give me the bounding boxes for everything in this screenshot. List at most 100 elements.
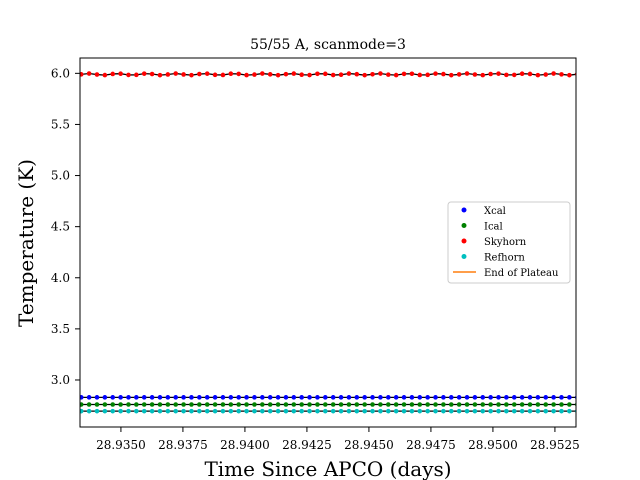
data-point-xcal [244, 395, 249, 400]
data-point-refhorn [496, 408, 501, 414]
data-point-refhorn [354, 408, 360, 414]
data-point-ical [212, 402, 218, 407]
data-point-refhorn [417, 408, 423, 414]
data-point-ical [110, 402, 116, 407]
data-point-skyhorn [189, 72, 194, 78]
data-point-refhorn [401, 408, 407, 414]
data-point-refhorn [204, 408, 210, 414]
data-point-skyhorn [441, 71, 446, 77]
y-tick-label: 4.0 [51, 271, 70, 285]
data-point-xcal [441, 395, 446, 400]
data-point-refhorn [244, 408, 249, 414]
data-point-skyhorn [236, 71, 241, 77]
data-point-refhorn [504, 408, 509, 414]
data-point-ical [488, 402, 493, 407]
data-point-skyhorn [448, 72, 454, 78]
data-point-xcal [118, 395, 123, 400]
data-point-refhorn [441, 408, 446, 414]
x-tick-label: 28.9450 [344, 438, 394, 452]
data-point-ical [141, 402, 147, 407]
data-point-refhorn [134, 408, 139, 414]
data-point-ical [315, 402, 320, 407]
data-point-refhorn [299, 408, 304, 414]
data-point-xcal [315, 395, 320, 400]
x-tick-label: 28.9525 [530, 438, 580, 452]
data-point-ical [330, 402, 336, 407]
data-point-refhorn [110, 408, 116, 414]
data-point-ical [551, 402, 556, 407]
data-point-xcal [472, 395, 478, 400]
data-point-skyhorn [118, 71, 123, 76]
data-point-xcal [134, 395, 139, 400]
data-point-skyhorn [291, 71, 297, 76]
data-point-xcal [543, 395, 549, 400]
data-point-ical [504, 402, 509, 407]
series-layer [80, 71, 576, 414]
data-point-xcal [291, 395, 297, 400]
data-point-refhorn [346, 408, 352, 414]
data-point-xcal [504, 395, 509, 400]
data-point-xcal [267, 395, 273, 400]
data-point-skyhorn [378, 71, 383, 76]
data-point-refhorn [236, 408, 241, 414]
data-point-refhorn [252, 408, 257, 414]
data-point-ical [456, 402, 462, 407]
data-point-skyhorn [456, 72, 462, 77]
data-point-ical [173, 402, 179, 407]
data-point-refhorn [464, 408, 470, 414]
data-point-xcal [275, 395, 281, 400]
data-point-refhorn [567, 408, 572, 414]
data-point-skyhorn [480, 72, 486, 78]
data-point-refhorn [362, 408, 367, 414]
data-point-skyhorn [433, 71, 438, 76]
data-point-refhorn [409, 408, 415, 414]
data-point-ical [236, 402, 241, 407]
data-point-refhorn [330, 408, 336, 414]
data-point-ical [425, 402, 430, 407]
data-point-xcal [86, 395, 92, 400]
data-point-skyhorn [567, 72, 572, 78]
data-point-refhorn [260, 408, 265, 414]
data-point-refhorn [338, 408, 344, 414]
data-point-ical [464, 402, 470, 407]
data-point-ical [275, 402, 281, 407]
data-point-skyhorn [102, 72, 108, 78]
data-point-skyhorn [519, 71, 525, 76]
data-point-ical [126, 402, 131, 407]
data-point-skyhorn [346, 71, 352, 76]
data-point-refhorn [126, 408, 131, 414]
data-point-ical [149, 402, 155, 407]
y-axis: 3.0 3.5 4.0 4.5 5.0 5.5 6.0 [51, 66, 80, 387]
data-point-ical [220, 402, 226, 407]
data-point-ical [252, 402, 257, 407]
data-point-refhorn [551, 408, 556, 414]
data-point-xcal [260, 395, 265, 400]
data-point-xcal [299, 395, 304, 400]
data-point-refhorn [456, 408, 462, 414]
data-point-skyhorn [94, 72, 100, 77]
data-point-xcal [212, 395, 218, 400]
data-point-skyhorn [220, 72, 226, 78]
x-tick-label: 28.9500 [468, 438, 518, 452]
data-point-refhorn [157, 408, 163, 414]
data-point-skyhorn [228, 71, 234, 77]
series-trace-skyhorn [81, 72, 576, 76]
data-point-refhorn [275, 408, 281, 414]
plot-frame [79, 57, 577, 428]
data-point-skyhorn [134, 72, 139, 78]
data-point-skyhorn [511, 72, 517, 78]
data-point-refhorn [307, 408, 312, 414]
data-point-refhorn [559, 408, 564, 414]
y-tick-label: 3.5 [51, 322, 70, 336]
data-point-ical [80, 402, 84, 407]
data-point-skyhorn [141, 71, 147, 76]
data-point-skyhorn [204, 71, 210, 76]
data-point-refhorn [118, 408, 123, 414]
data-point-ical [354, 402, 360, 407]
data-point-xcal [385, 395, 391, 400]
data-point-xcal [94, 395, 100, 400]
data-point-refhorn [181, 408, 186, 414]
data-point-xcal [157, 395, 163, 400]
legend-label: Xcal [484, 206, 506, 217]
data-point-ical [370, 402, 375, 407]
